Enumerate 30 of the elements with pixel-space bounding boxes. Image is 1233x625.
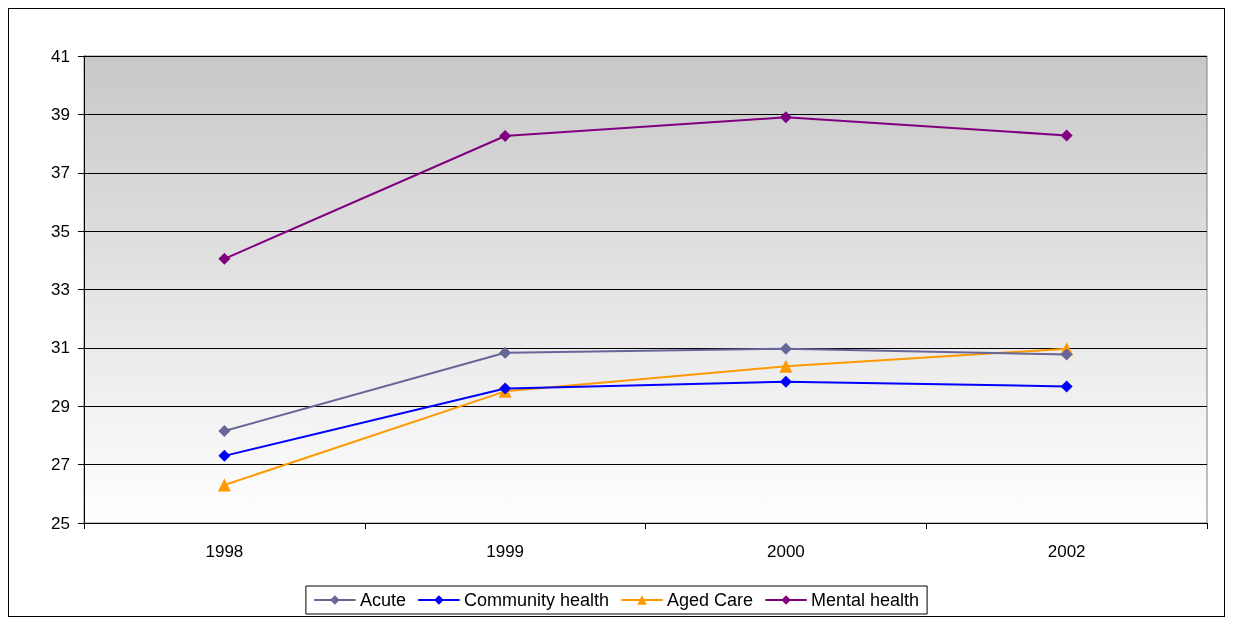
point xyxy=(1060,129,1073,142)
point xyxy=(218,449,231,462)
y-tick-label: 25 xyxy=(51,513,70,533)
legend-label: Community health xyxy=(463,590,609,610)
y-tick-label: 33 xyxy=(51,280,70,299)
y-tick-label: 37 xyxy=(51,163,70,183)
y-tick-label: 35 xyxy=(51,221,70,241)
y-tick-label: 29 xyxy=(51,396,70,416)
point xyxy=(1060,380,1073,393)
y-tick-label: 39 xyxy=(51,104,70,124)
legend-label: Aged Care xyxy=(666,590,754,610)
x-tick-label: 2002 xyxy=(1047,542,1086,561)
y-tick-label: 31 xyxy=(51,338,70,358)
y-tick-label: 41 xyxy=(51,46,70,66)
point xyxy=(218,425,231,438)
legend-label: Mental health xyxy=(811,590,920,610)
x-tick-label: 1999 xyxy=(486,542,525,561)
point xyxy=(779,111,792,124)
point xyxy=(779,359,793,373)
point xyxy=(779,342,792,355)
y-tick-label: 27 xyxy=(51,455,70,475)
point xyxy=(1060,348,1073,361)
x-tick-label: 2000 xyxy=(766,542,805,561)
point xyxy=(217,478,231,492)
point xyxy=(499,346,512,359)
x-tick-label: 1998 xyxy=(205,542,244,561)
point xyxy=(779,375,792,388)
point xyxy=(499,129,512,142)
legend-label: Acute xyxy=(359,590,406,610)
point xyxy=(218,252,231,265)
